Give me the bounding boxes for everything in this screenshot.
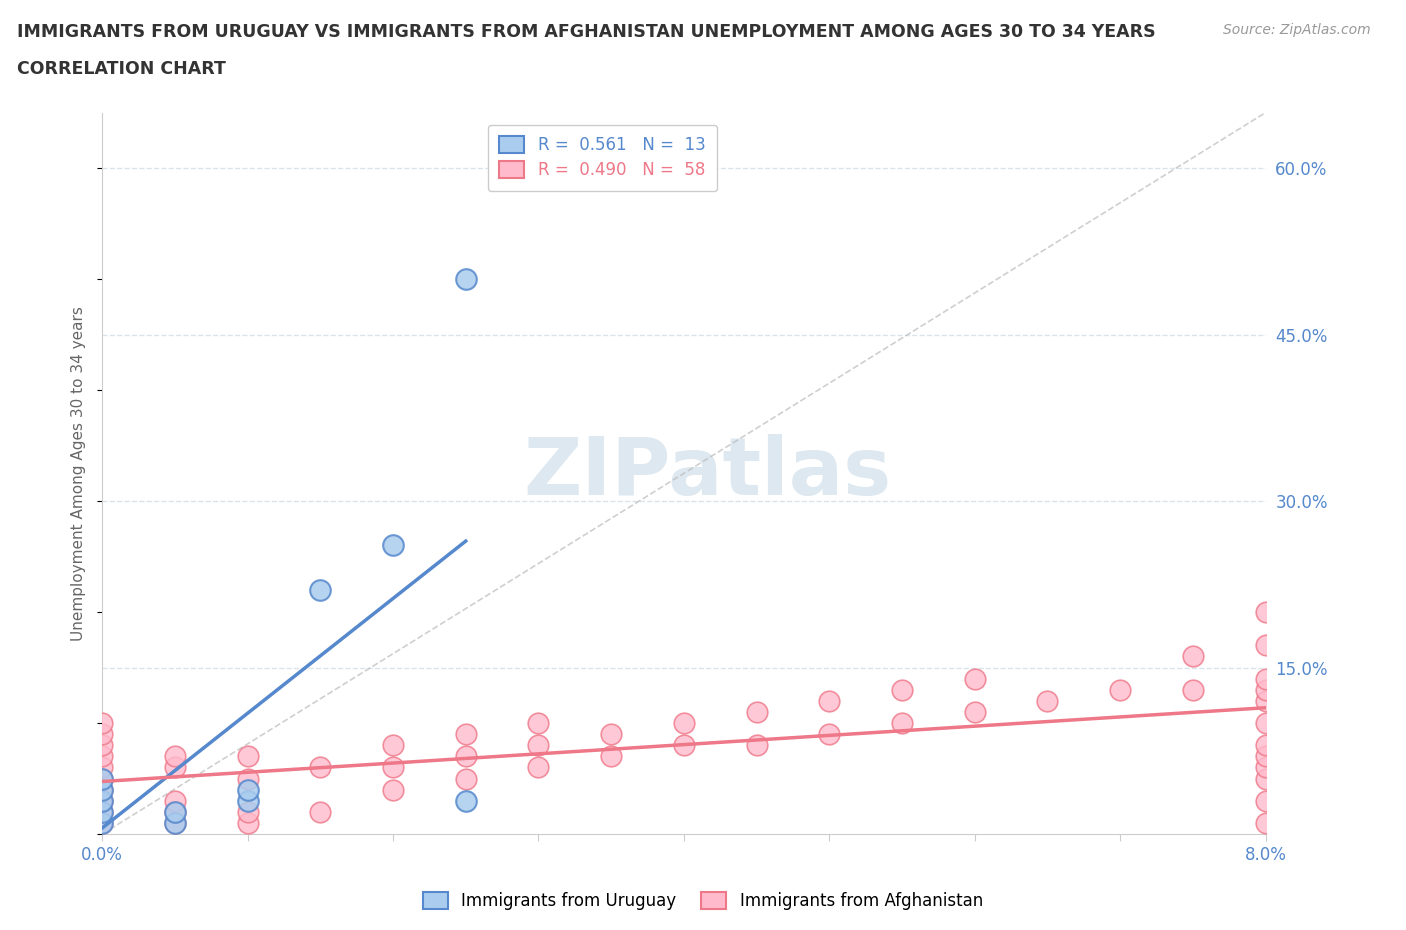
- Point: [454, 771, 477, 786]
- Text: Source: ZipAtlas.com: Source: ZipAtlas.com: [1223, 23, 1371, 37]
- Point: [963, 705, 986, 720]
- Point: [454, 749, 477, 764]
- Point: [91, 793, 114, 808]
- Point: [382, 538, 405, 553]
- Point: [236, 771, 259, 786]
- Point: [236, 749, 259, 764]
- Point: [891, 683, 914, 698]
- Text: IMMIGRANTS FROM URUGUAY VS IMMIGRANTS FROM AFGHANISTAN UNEMPLOYMENT AMONG AGES 3: IMMIGRANTS FROM URUGUAY VS IMMIGRANTS FR…: [17, 23, 1156, 41]
- Point: [382, 760, 405, 775]
- Point: [91, 760, 114, 775]
- Point: [236, 793, 259, 808]
- Legend: R =  0.561   N =  13, R =  0.490   N =  58: R = 0.561 N = 13, R = 0.490 N = 58: [488, 125, 717, 191]
- Point: [236, 804, 259, 819]
- Point: [1254, 771, 1277, 786]
- Point: [309, 582, 332, 597]
- Point: [600, 749, 623, 764]
- Point: [527, 715, 550, 730]
- Point: [163, 804, 186, 819]
- Point: [91, 715, 114, 730]
- Point: [1181, 683, 1204, 698]
- Point: [91, 804, 114, 819]
- Point: [382, 737, 405, 752]
- Point: [891, 715, 914, 730]
- Point: [1254, 715, 1277, 730]
- Point: [236, 816, 259, 830]
- Point: [745, 705, 768, 720]
- Point: [527, 760, 550, 775]
- Point: [91, 737, 114, 752]
- Point: [91, 804, 114, 819]
- Point: [527, 737, 550, 752]
- Legend: Immigrants from Uruguay, Immigrants from Afghanistan: Immigrants from Uruguay, Immigrants from…: [416, 885, 990, 917]
- Point: [163, 749, 186, 764]
- Point: [163, 804, 186, 819]
- Point: [91, 793, 114, 808]
- Point: [1254, 749, 1277, 764]
- Point: [309, 804, 332, 819]
- Point: [382, 782, 405, 797]
- Point: [91, 782, 114, 797]
- Point: [163, 760, 186, 775]
- Point: [91, 726, 114, 741]
- Point: [600, 726, 623, 741]
- Point: [454, 272, 477, 286]
- Point: [672, 715, 695, 730]
- Point: [91, 771, 114, 786]
- Point: [1254, 737, 1277, 752]
- Point: [91, 782, 114, 797]
- Point: [818, 726, 841, 741]
- Point: [91, 816, 114, 830]
- Point: [745, 737, 768, 752]
- Point: [1036, 694, 1059, 709]
- Point: [1254, 638, 1277, 653]
- Point: [163, 816, 186, 830]
- Point: [963, 671, 986, 686]
- Point: [1254, 793, 1277, 808]
- Point: [1109, 683, 1132, 698]
- Point: [91, 749, 114, 764]
- Point: [163, 816, 186, 830]
- Point: [1181, 649, 1204, 664]
- Point: [1254, 760, 1277, 775]
- Y-axis label: Unemployment Among Ages 30 to 34 years: Unemployment Among Ages 30 to 34 years: [72, 306, 86, 641]
- Point: [1254, 816, 1277, 830]
- Point: [309, 760, 332, 775]
- Point: [236, 782, 259, 797]
- Text: ZIPatlas: ZIPatlas: [523, 434, 891, 512]
- Point: [1254, 671, 1277, 686]
- Point: [1254, 694, 1277, 709]
- Point: [91, 771, 114, 786]
- Point: [1254, 683, 1277, 698]
- Point: [672, 737, 695, 752]
- Point: [91, 816, 114, 830]
- Text: CORRELATION CHART: CORRELATION CHART: [17, 60, 226, 78]
- Point: [454, 726, 477, 741]
- Point: [163, 793, 186, 808]
- Point: [818, 694, 841, 709]
- Point: [454, 793, 477, 808]
- Point: [1254, 604, 1277, 619]
